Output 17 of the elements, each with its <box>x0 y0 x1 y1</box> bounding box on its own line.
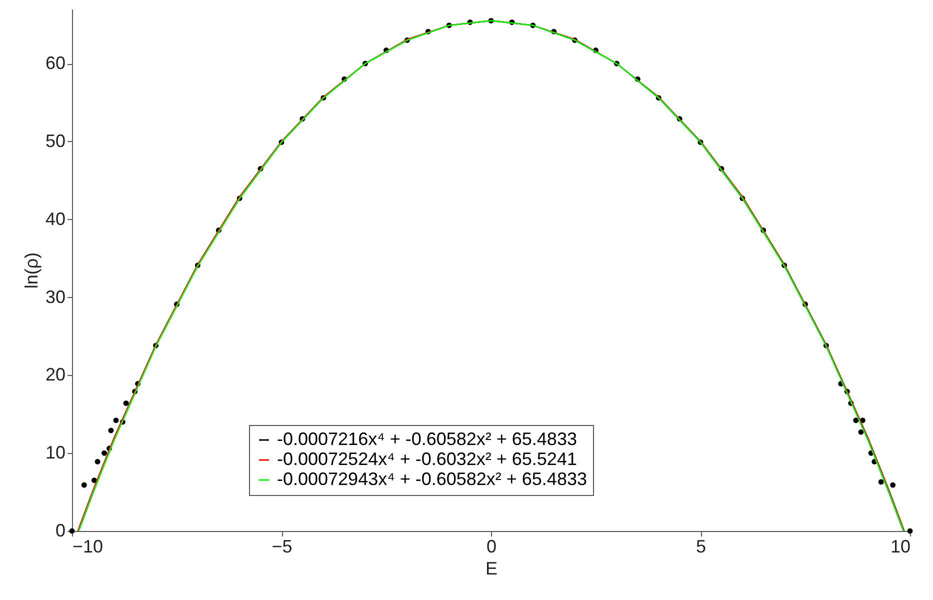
legend-label: -0.0007216x⁴ + -0.60582x² + 65.4833 <box>277 429 577 449</box>
y-tick-label: 50 <box>45 130 66 151</box>
y-tick-label: 40 <box>45 208 66 229</box>
y-tick-label: 60 <box>45 53 66 74</box>
x-axis-title: E <box>485 558 498 578</box>
x-tick-label: −5 <box>272 536 292 556</box>
x-tick-label: −10 <box>72 536 104 556</box>
x-tick-label: 5 <box>696 536 706 556</box>
legend-label: -0.00072943x⁴ + -0.60582x² + 65.4833 <box>277 469 587 489</box>
x-tick-label: 10 <box>890 536 910 556</box>
legend-label: -0.00072524x⁴ + -0.6032x² + 65.5241 <box>277 449 577 469</box>
y-axis-title: ln(ρ) <box>21 252 42 289</box>
y-tick-label: 30 <box>45 286 66 307</box>
x-tick-label: 0 <box>486 536 497 556</box>
y-tick-label: 10 <box>45 442 66 463</box>
y-tick-label: 20 <box>45 364 66 385</box>
y-tick-label: 0 <box>55 520 66 540</box>
